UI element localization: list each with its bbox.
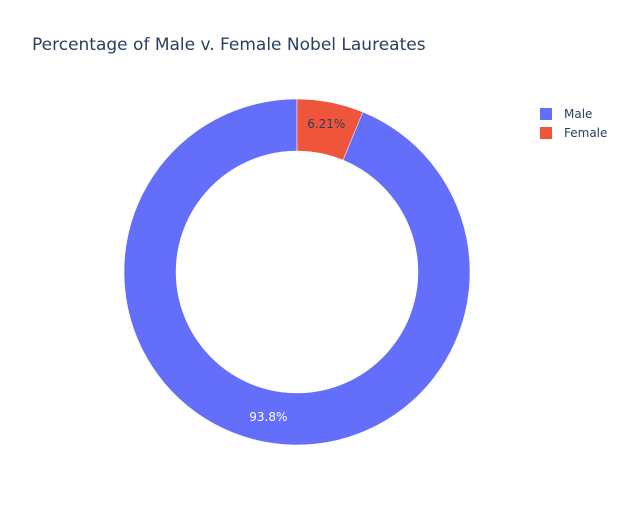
slice-label-female: 6.21% xyxy=(307,117,345,131)
legend-label-male: Male xyxy=(564,107,592,121)
legend-item-female[interactable]: Female xyxy=(540,126,607,140)
legend: Male Female xyxy=(540,107,607,140)
slice-labels: 93.8% 6.21% xyxy=(249,117,345,424)
donut-slices xyxy=(123,98,471,446)
legend-label-female: Female xyxy=(564,126,607,140)
legend-swatch-female xyxy=(540,127,552,139)
legend-swatch-male xyxy=(540,108,552,120)
legend-item-male[interactable]: Male xyxy=(540,107,592,121)
slice-label-male: 93.8% xyxy=(249,410,287,424)
chart-title: Percentage of Male v. Female Nobel Laure… xyxy=(32,35,426,55)
donut-slice-female[interactable] xyxy=(296,98,364,161)
donut-slice-male[interactable] xyxy=(123,98,471,446)
